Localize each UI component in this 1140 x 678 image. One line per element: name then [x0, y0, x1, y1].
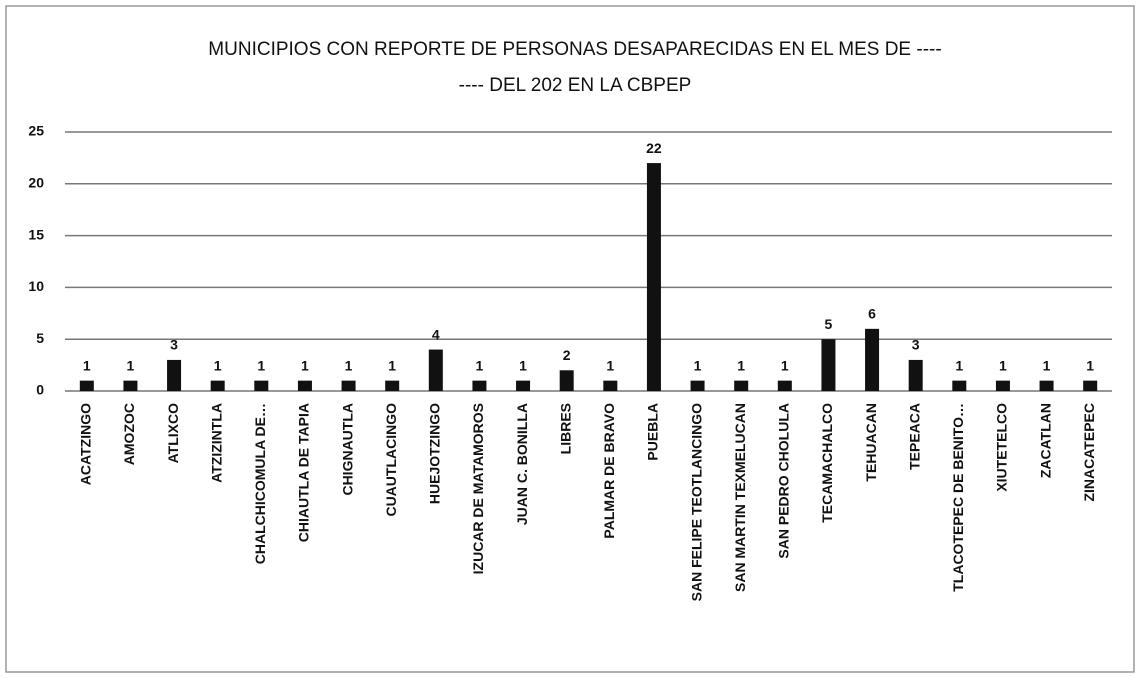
bar	[821, 339, 836, 391]
y-tick-label: 0	[36, 382, 44, 398]
data-label: 1	[606, 357, 614, 373]
x-tick-label: SAN MARTIN TEXMELUCAN	[732, 403, 748, 592]
x-tick-label: ZACATLAN	[1037, 403, 1053, 478]
chart-title: MUNICIPIOS CON REPORTE DE PERSONAS DESAP…	[208, 39, 941, 60]
x-tick-label: ACATZINGO	[78, 403, 94, 485]
y-tick-label: 5	[36, 330, 44, 346]
bar	[428, 349, 443, 391]
bar	[123, 380, 138, 391]
bar	[559, 370, 574, 391]
x-tick-label: TEPEACA	[906, 403, 922, 470]
x-tick-label: TEHUACAN	[863, 403, 879, 482]
y-tick-label: 15	[28, 226, 44, 242]
data-label: 1	[519, 357, 527, 373]
x-tick-label: ATLIXCO	[165, 403, 181, 464]
data-label: 1	[999, 357, 1007, 373]
bar	[79, 380, 94, 391]
x-tick-label: ATZIZINTLA	[208, 403, 224, 483]
x-tick-label: CHIGNAUTLA	[339, 403, 355, 496]
bar	[865, 328, 880, 391]
bar	[777, 380, 792, 391]
bar	[472, 380, 487, 391]
x-tick-label: CHALCHICOMULA DE…	[252, 403, 268, 564]
bar	[254, 380, 269, 391]
x-tick-label: SAN PEDRO CHOLULA	[776, 403, 792, 559]
y-tick-label: 20	[28, 175, 44, 191]
data-label: 1	[781, 357, 789, 373]
chart-title: ---- DEL 202 EN LA CBPEP	[459, 75, 692, 96]
bar	[646, 163, 661, 391]
data-label: 1	[388, 357, 396, 373]
data-label: 5	[825, 316, 833, 332]
data-label: 3	[170, 337, 178, 353]
bar	[603, 380, 618, 391]
x-tick-label: PUEBLA	[645, 403, 661, 461]
data-label: 1	[83, 357, 91, 373]
x-tick-label: JUAN C. BONILLA	[514, 403, 530, 525]
bar	[167, 359, 182, 391]
data-label: 1	[476, 357, 484, 373]
data-label: 22	[646, 140, 662, 156]
bar	[297, 380, 312, 391]
y-tick-label: 25	[28, 123, 44, 139]
x-tick-label: ZINACATEPEC	[1081, 403, 1097, 502]
y-tick-label: 10	[28, 278, 44, 294]
data-label: 3	[912, 337, 920, 353]
data-label: 2	[563, 347, 571, 363]
x-tick-label: CHIAUTLA DE TAPIA	[296, 403, 312, 542]
bar	[385, 380, 400, 391]
x-tick-label: XIUTETELCO	[994, 403, 1010, 492]
data-label: 1	[127, 357, 135, 373]
x-tick-label: LIBRES	[557, 403, 573, 454]
data-label: 1	[1086, 357, 1094, 373]
bar	[1039, 380, 1054, 391]
x-tick-label: TLACOTEPEC DE BENITO…	[950, 403, 966, 592]
bar	[1083, 380, 1098, 391]
bar	[952, 380, 967, 391]
bar	[210, 380, 225, 391]
x-tick-label: AMOZOC	[121, 403, 137, 465]
x-tick-label: CUAUTLACINGO	[383, 403, 399, 517]
data-label: 1	[301, 357, 309, 373]
data-label: 1	[257, 357, 265, 373]
bar	[690, 380, 705, 391]
x-tick-label: HUEJOTZINGO	[427, 403, 443, 504]
x-tick-label: SAN FELIPE TEOTLANCINGO	[688, 403, 704, 601]
x-tick-label: IZUCAR DE MATAMOROS	[470, 403, 486, 574]
data-label: 1	[214, 357, 222, 373]
bar	[908, 359, 923, 391]
bar	[516, 380, 531, 391]
data-label: 1	[955, 357, 963, 373]
bar	[995, 380, 1010, 391]
x-tick-label: TECAMACHALCO	[819, 403, 835, 523]
x-tick-label: PALMAR DE BRAVO	[601, 403, 617, 539]
bar	[341, 380, 356, 391]
data-label: 1	[345, 357, 353, 373]
data-label: 1	[1043, 357, 1051, 373]
data-label: 1	[694, 357, 702, 373]
data-label: 6	[868, 306, 876, 322]
data-label: 1	[737, 357, 745, 373]
data-label: 4	[432, 326, 440, 342]
bar	[734, 380, 749, 391]
